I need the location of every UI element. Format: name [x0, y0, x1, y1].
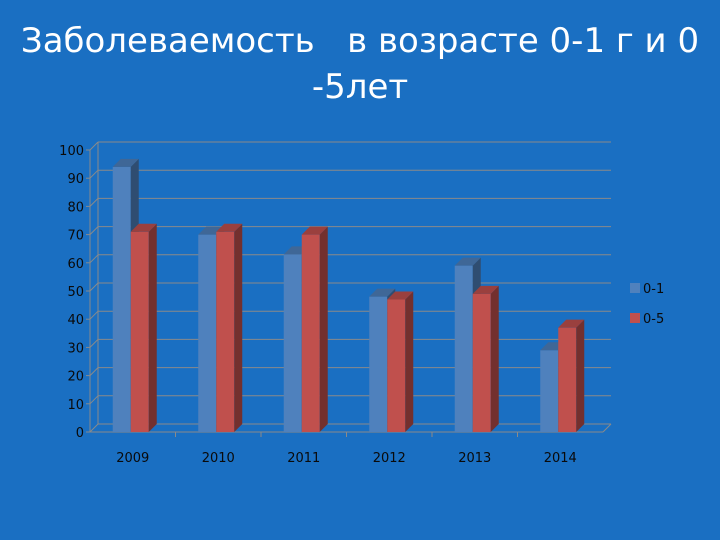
gridline-side	[89, 395, 99, 405]
y-tick-label: 10	[67, 398, 84, 413]
y-tick-label: 100	[59, 144, 84, 159]
x-tick-label: 2014	[544, 451, 577, 466]
y-tick-labels: 0 10 20 30 40 50 60 70 80 90 100	[59, 144, 84, 441]
x-tick-labels: 2009 2010 2011 2012 2013 2014	[116, 451, 577, 466]
legend-swatch	[630, 283, 640, 293]
bar-front	[198, 234, 217, 432]
y-tick-label: 0	[76, 426, 84, 441]
bar-side	[490, 285, 499, 432]
bar-front	[540, 350, 559, 432]
bar	[301, 226, 328, 432]
slide-title: Заболеваемость в возрасте 0-1 г и 0 -5ле…	[20, 18, 700, 110]
legend-label: 0-5	[643, 312, 664, 327]
y-tick-label: 60	[67, 257, 84, 272]
y-tick-label: 80	[67, 200, 84, 215]
bar-front	[112, 166, 131, 433]
gridline-side	[89, 367, 99, 376]
x-tick-label: 2012	[373, 451, 406, 466]
bar-top	[216, 223, 243, 232]
chart-grid	[89, 141, 611, 433]
gridline-side	[89, 310, 99, 320]
x-tick-label: 2009	[116, 451, 149, 466]
bar-side	[148, 223, 157, 432]
bar	[130, 223, 157, 432]
bar-top	[369, 288, 396, 297]
y-tick-label: 30	[67, 341, 84, 356]
gridline-side	[89, 339, 99, 348]
bar-side	[319, 226, 328, 432]
chart-legend: 0-1 0-5	[630, 282, 664, 327]
y-tick-label: 40	[67, 313, 84, 328]
bar-top	[112, 158, 139, 167]
bar	[216, 223, 243, 432]
gridline-side	[89, 198, 99, 207]
bar-top	[558, 319, 585, 328]
bar	[472, 285, 499, 432]
gridline-side	[89, 141, 99, 151]
bar-top	[301, 226, 328, 235]
bar-front	[558, 327, 577, 432]
gridline-side	[89, 282, 99, 292]
bar-front	[301, 234, 320, 432]
bar-front	[387, 299, 406, 432]
y-tick-label: 90	[67, 172, 84, 187]
gridline-side	[89, 423, 99, 433]
legend-swatch	[630, 313, 640, 323]
chart-axes	[86, 149, 612, 437]
x-tick-label: 2013	[458, 451, 491, 466]
y-tick-label: 20	[67, 370, 84, 385]
chart-bars	[112, 158, 585, 433]
bar-front	[130, 231, 149, 432]
floor-right-edge	[602, 423, 612, 433]
slide-title-line-2: -5лет	[311, 67, 409, 107]
gridline-side	[89, 254, 99, 264]
gridline-side	[89, 169, 99, 179]
bar-front	[369, 296, 388, 432]
bar-top	[472, 285, 499, 294]
bar-front	[472, 293, 491, 432]
bar-side	[576, 319, 585, 432]
bar-front	[283, 254, 302, 432]
bar-top	[387, 291, 414, 300]
bar-front	[216, 231, 235, 432]
bar-front	[454, 265, 473, 432]
gridline-side	[89, 226, 99, 235]
y-tick-label: 50	[67, 285, 84, 300]
y-tick-label: 70	[67, 229, 84, 244]
bar-side	[405, 291, 414, 432]
bar-top	[130, 223, 157, 232]
bar	[387, 291, 414, 432]
bar	[558, 319, 585, 432]
slide-title-line-1: Заболеваемость в возрасте 0-1 г и 0	[20, 21, 700, 61]
x-tick-label: 2010	[202, 451, 235, 466]
legend-label: 0-1	[643, 282, 664, 297]
bar-top	[454, 257, 481, 266]
x-tick-label: 2011	[287, 451, 320, 466]
bar-side	[234, 223, 243, 432]
